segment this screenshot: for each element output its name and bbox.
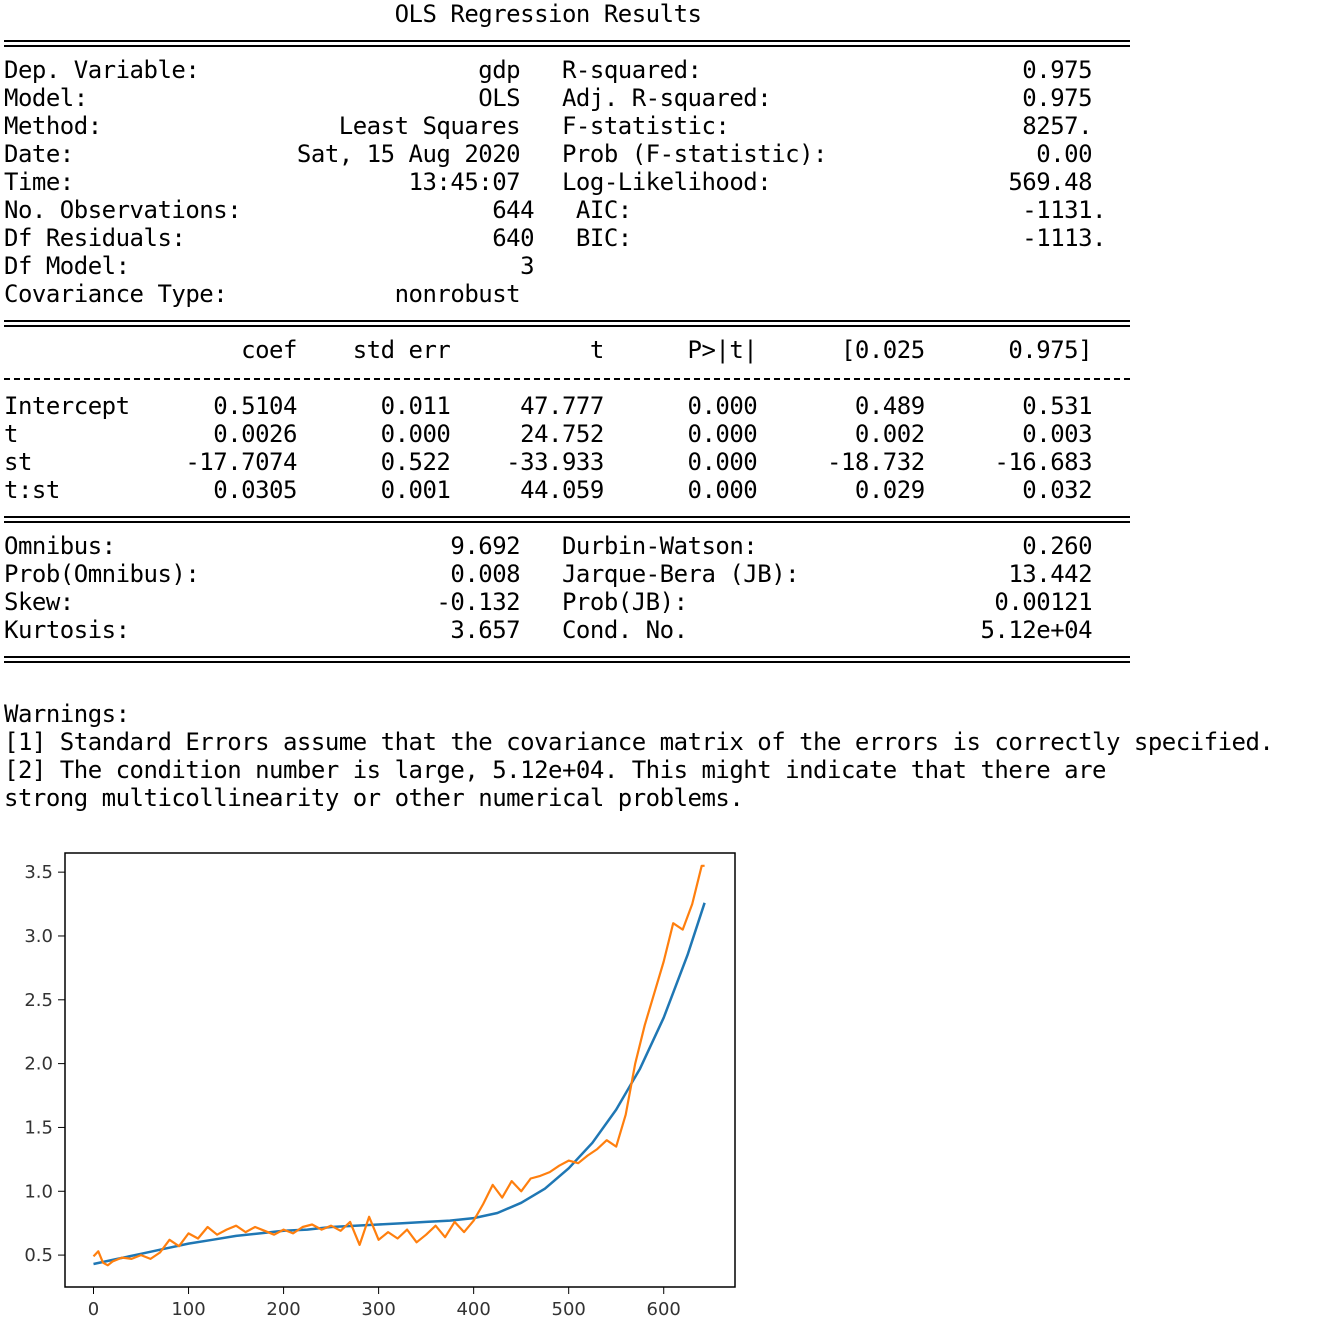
y-tick-label: 3.0 xyxy=(24,926,53,947)
y-tick-label: 0.5 xyxy=(24,1245,53,1266)
model-info-row: Date: Sat, 15 Aug 2020 Prob (F-statistic… xyxy=(4,140,1093,168)
model-info-row: Model: OLS Adj. R-squared: 0.975 xyxy=(4,84,1093,112)
coef-row: t:st 0.0305 0.001 44.059 0.000 0.029 0.0… xyxy=(4,476,1093,504)
coef-table-header: coef std err t P>|t| [0.025 0.975] xyxy=(4,336,1093,364)
y-axis: 0.5 1.0 1.5 2.0 2.5 3.0 3.5 xyxy=(24,862,65,1266)
y-tick-label: 1.0 xyxy=(24,1181,53,1202)
plot-area xyxy=(64,852,736,1288)
summary-title: OLS Regression Results xyxy=(4,0,702,28)
model-info-row: Df Residuals: 640 BIC: -1113. xyxy=(4,224,1107,252)
ols-summary-output: OLS Regression Results Dep. Variable: gdp… xyxy=(4,0,1274,812)
x-tick-label: 400 xyxy=(456,1299,490,1320)
coef-table-body: Intercept 0.5104 0.011 47.777 0.000 0.48… xyxy=(4,392,1273,504)
model-info-row: Covariance Type: nonrobust xyxy=(4,280,1093,308)
x-tick-label: 500 xyxy=(552,1299,586,1320)
separator-eq xyxy=(4,308,1273,336)
diagnostic-row: Skew: -0.132 Prob(JB): 0.00121 xyxy=(4,588,1093,616)
y-tick-label: 2.5 xyxy=(24,990,53,1011)
warnings-title: Warnings: xyxy=(4,700,130,728)
fitted-values-line xyxy=(93,902,706,1266)
coef-row: t 0.0026 0.000 24.752 0.000 0.002 0.003 xyxy=(4,420,1093,448)
model-info-block: Dep. Variable: gdp R-squared: 0.975 Model… xyxy=(4,56,1273,308)
separator-eq xyxy=(4,28,1273,56)
diagnostics-block: Omnibus: 9.692 Durbin-Watson: 0.260 Prob(… xyxy=(4,532,1273,644)
x-tick-label: 300 xyxy=(361,1299,395,1320)
x-tick-label: 0 xyxy=(88,1299,99,1320)
model-info-row: Time: 13:45:07 Log-Likelihood: 569.48 xyxy=(4,168,1093,196)
separator-dash xyxy=(4,364,1273,392)
model-info-row: Df Model: 3 xyxy=(4,252,1106,280)
x-tick-label: 600 xyxy=(647,1299,681,1320)
actual-gdp-line xyxy=(92,864,705,1267)
x-axis: 0 100 200 300 400 500 600 xyxy=(88,1287,681,1320)
warning-line: [1] Standard Errors assume that the cova… xyxy=(4,728,1274,756)
model-info-row: Dep. Variable: gdp R-squared: 0.975 xyxy=(4,56,1093,84)
separator-eq xyxy=(4,644,1273,672)
diagnostic-row: Prob(Omnibus): 0.008 Jarque-Bera (JB): 1… xyxy=(4,560,1093,588)
model-info-row: No. Observations: 644 AIC: -1131. xyxy=(4,196,1107,224)
warning-line: strong multicollinearity or other numeri… xyxy=(4,784,744,812)
fitted-vs-actual-chart: 0 100 200 300 400 500 600 0.5 1.0 1.5 2.0 2.5 3.0 3.… xyxy=(24,852,736,1320)
diagnostic-row: Kurtosis: 3.657 Cond. No. 5.12e+04 xyxy=(4,616,1093,644)
series-group xyxy=(92,864,706,1267)
x-tick-label: 200 xyxy=(266,1299,300,1320)
warnings-block: [1] Standard Errors assume that the cova… xyxy=(4,728,1274,812)
warning-line: [2] The condition number is large, 5.12e… xyxy=(4,756,1107,784)
diagnostic-row: Omnibus: 9.692 Durbin-Watson: 0.260 xyxy=(4,532,1093,560)
coef-row: Intercept 0.5104 0.011 47.777 0.000 0.48… xyxy=(4,392,1093,420)
y-tick-label: 3.5 xyxy=(24,862,53,883)
coef-row: st -17.7074 0.522 -33.933 0.000 -18.732 … xyxy=(4,448,1093,476)
model-info-row: Method: Least Squares F-statistic: 8257. xyxy=(4,112,1093,140)
x-tick-label: 100 xyxy=(171,1299,205,1320)
y-tick-label: 1.5 xyxy=(24,1117,53,1138)
separator-eq xyxy=(4,504,1273,532)
y-tick-label: 2.0 xyxy=(24,1054,53,1075)
